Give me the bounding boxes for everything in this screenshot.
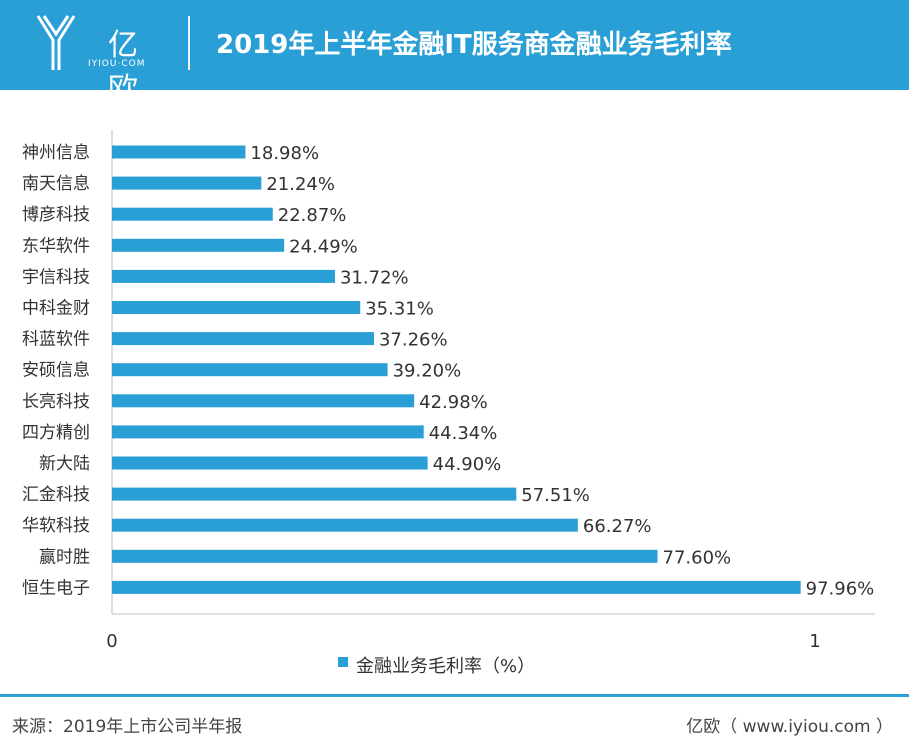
data-label: 22.87% xyxy=(278,205,347,226)
x-tick-label: 0 xyxy=(106,631,117,652)
yiou-logo-icon xyxy=(36,15,76,70)
bar-8 xyxy=(112,363,388,377)
chart-title: 2019年上半年金融IT服务商金融业务毛利率 xyxy=(216,30,732,60)
data-label: 44.34% xyxy=(429,423,498,444)
header-banner: 亿欧 IYIOU·COM 2019年上半年金融IT服务商金融业务毛利率 xyxy=(0,0,909,107)
category-label: 南天信息 xyxy=(22,174,90,194)
category-label: 新大陆 xyxy=(39,454,90,474)
data-label: 37.26% xyxy=(379,330,448,351)
bar-14 xyxy=(112,549,658,563)
bar-12 xyxy=(112,487,517,501)
category-label: 博彦科技 xyxy=(22,205,90,225)
source-note: 来源：2019年上市公司半年报 xyxy=(12,717,243,737)
category-label: 东华软件 xyxy=(22,236,90,256)
bar-chart: 神州信息 18.98% 南天信息 21.24% 博彦科技 22.87% 东华软件 24.49%… xyxy=(22,130,875,677)
bar-11 xyxy=(112,456,428,470)
data-label: 18.98% xyxy=(250,143,319,164)
yiou-logo: 亿欧 IYIOU·COM xyxy=(36,14,166,107)
category-label: 华软科技 xyxy=(22,516,90,536)
x-tick-label: 1 xyxy=(809,631,820,652)
bar-3 xyxy=(112,207,273,221)
data-label: 39.20% xyxy=(393,361,462,382)
category-label: 中科金财 xyxy=(22,299,90,319)
data-label: 31.72% xyxy=(340,267,409,288)
data-label: 35.31% xyxy=(365,299,434,320)
category-label: 汇金科技 xyxy=(22,485,90,505)
logo-subtext: IYIOU·COM xyxy=(88,59,146,69)
bar-2 xyxy=(112,176,262,190)
category-label: 宇信科技 xyxy=(22,267,90,287)
category-label: 赢时胜 xyxy=(39,547,90,567)
category-label: 安硕信息 xyxy=(22,361,90,381)
data-label: 97.96% xyxy=(806,578,875,599)
bar-13 xyxy=(112,518,578,532)
legend-swatch xyxy=(338,657,348,667)
header-divider xyxy=(188,16,190,70)
legend-label: 金融业务毛利率（%） xyxy=(356,656,535,677)
bar-6 xyxy=(112,301,361,314)
category-label: 长亮科技 xyxy=(22,392,90,412)
data-label: 77.60% xyxy=(663,547,732,568)
data-label: 44.90% xyxy=(433,454,502,475)
bar-15 xyxy=(112,580,801,594)
category-label: 四方精创 xyxy=(22,423,90,443)
bar-1 xyxy=(112,145,246,159)
category-label: 神州信息 xyxy=(22,143,90,163)
bar-9 xyxy=(112,394,415,408)
credit-note: 亿欧（ www.iyiou.com ） xyxy=(686,717,893,737)
bar-5 xyxy=(112,269,335,283)
category-label: 恒生电子 xyxy=(22,578,90,598)
bar-7 xyxy=(112,332,374,346)
data-label: 21.24% xyxy=(266,174,335,195)
footer-divider xyxy=(0,694,909,697)
data-label: 24.49% xyxy=(289,236,358,257)
data-label: 57.51% xyxy=(521,485,590,506)
bar-10 xyxy=(112,425,424,439)
bar-4 xyxy=(112,238,285,252)
logo-text: 亿欧 xyxy=(108,28,140,107)
data-label: 66.27% xyxy=(583,516,652,537)
data-label: 42.98% xyxy=(419,392,488,413)
category-label: 科蓝软件 xyxy=(22,330,90,350)
